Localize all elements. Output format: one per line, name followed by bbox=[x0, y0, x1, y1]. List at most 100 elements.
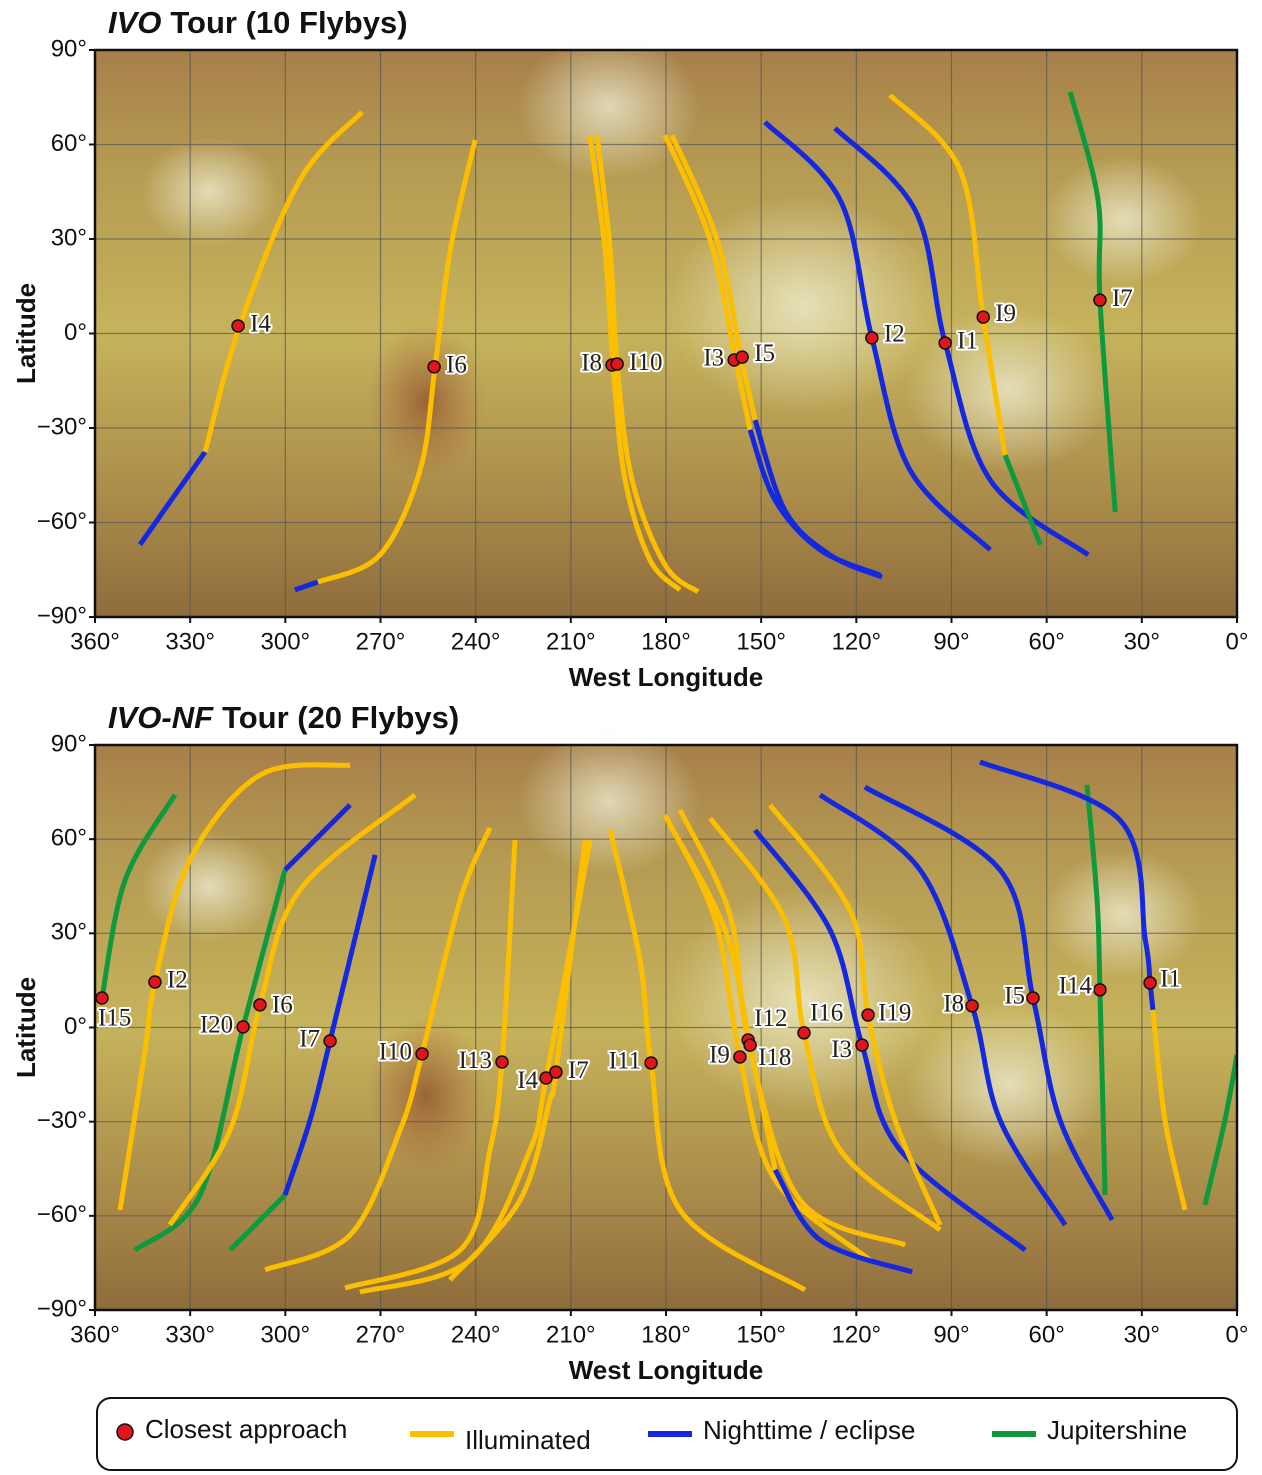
closest-approach bbox=[798, 1027, 810, 1039]
flyby-label: I4 bbox=[250, 311, 271, 338]
x-tick-label: 300° bbox=[261, 1321, 311, 1348]
y-axis-title: Latitude bbox=[11, 977, 41, 1078]
closest-approach bbox=[149, 976, 161, 988]
y-tick-label: 30° bbox=[51, 919, 87, 946]
x-tick-label: 270° bbox=[356, 628, 406, 655]
closest-approach bbox=[734, 1051, 746, 1063]
map-texture bbox=[518, 34, 701, 180]
x-tick-label: 90° bbox=[933, 628, 969, 655]
flyby-label: I13 bbox=[459, 1047, 492, 1074]
closest-approach bbox=[866, 332, 878, 344]
map-texture bbox=[518, 728, 701, 874]
x-tick-label: 360° bbox=[70, 1321, 120, 1348]
x-tick-label: 90° bbox=[933, 1321, 969, 1348]
closest-approach bbox=[966, 1000, 978, 1012]
y-tick-label: 90° bbox=[51, 35, 87, 62]
x-tick-label: 60° bbox=[1029, 1321, 1065, 1348]
flyby-label: I10 bbox=[629, 349, 662, 376]
x-tick-label: 30° bbox=[1124, 1321, 1160, 1348]
flyby-label: I10 bbox=[379, 1039, 412, 1066]
legend-label: Jupitershine bbox=[1047, 1415, 1187, 1445]
flyby-label: I3 bbox=[831, 1036, 852, 1063]
flyby-label: I8 bbox=[943, 991, 964, 1018]
closest-approach bbox=[254, 999, 266, 1011]
x-tick-label: 120° bbox=[832, 1321, 882, 1348]
closest-approach bbox=[232, 320, 244, 332]
title-italic: IVO bbox=[108, 5, 161, 40]
y-tick-label: 30° bbox=[51, 224, 87, 251]
closest-approach bbox=[1144, 977, 1156, 989]
x-tick-label: 0° bbox=[1226, 1321, 1249, 1348]
closest-approach bbox=[496, 1056, 508, 1068]
x-tick-label: 330° bbox=[165, 628, 215, 655]
y-tick-label: −60° bbox=[37, 1201, 87, 1228]
flyby-label: I6 bbox=[272, 992, 293, 1019]
flyby-label: I8 bbox=[581, 350, 602, 377]
x-axis-title: West Longitude bbox=[569, 662, 764, 692]
title-italic: IVO-NF bbox=[108, 700, 214, 735]
x-tick-label: 300° bbox=[261, 628, 311, 655]
flyby-label: I9 bbox=[709, 1042, 730, 1069]
map-texture bbox=[1043, 851, 1203, 979]
legend-label: Closest approach bbox=[145, 1414, 347, 1444]
x-tick-label: 150° bbox=[736, 628, 786, 655]
y-tick-label: −30° bbox=[37, 413, 87, 440]
map-texture bbox=[141, 831, 278, 941]
figure: 360° 330° 300° 270° 240° 210° 180° 150° 120° 90° 6… bbox=[0, 0, 1262, 1475]
legend-marker bbox=[117, 1424, 133, 1440]
map-texture bbox=[366, 322, 486, 482]
flyby-label: I7 bbox=[1112, 285, 1133, 312]
flyby-label: I16 bbox=[810, 1000, 843, 1027]
flyby-label: I18 bbox=[758, 1044, 791, 1071]
legend-label: Illuminated bbox=[465, 1425, 591, 1455]
closest-approach bbox=[1027, 992, 1039, 1004]
chart-title: IVO Tour (10 Flybys) bbox=[108, 5, 408, 40]
flyby-label: I1 bbox=[1160, 966, 1181, 993]
flyby-label: I5 bbox=[754, 340, 775, 367]
flyby-label: I9 bbox=[995, 300, 1016, 327]
x-tick-label: 240° bbox=[451, 628, 501, 655]
y-tick-label: 90° bbox=[51, 730, 87, 757]
map-texture bbox=[1043, 156, 1203, 284]
flyby-label: I7 bbox=[568, 1057, 589, 1084]
closest-approach bbox=[550, 1066, 562, 1078]
x-tick-label: 180° bbox=[641, 1321, 691, 1348]
x-tick-label: 360° bbox=[70, 628, 120, 655]
closest-approach bbox=[939, 337, 951, 349]
flyby-label: I1 bbox=[957, 328, 978, 355]
closest-approach bbox=[736, 351, 748, 363]
y-tick-label: 0° bbox=[64, 1013, 87, 1040]
closest-approach bbox=[428, 361, 440, 373]
flyby-label: I11 bbox=[609, 1048, 641, 1075]
closest-approach bbox=[645, 1057, 657, 1069]
closest-approach bbox=[977, 311, 989, 323]
x-tick-label: 150° bbox=[736, 1321, 786, 1348]
closest-approach bbox=[1094, 984, 1106, 996]
x-tick-label: 60° bbox=[1029, 628, 1065, 655]
flyby-label: I15 bbox=[98, 1005, 131, 1032]
y-tick-label: −30° bbox=[37, 1107, 87, 1134]
closest-approach bbox=[324, 1035, 336, 1047]
y-tick-label: 60° bbox=[51, 825, 87, 852]
map-texture bbox=[141, 137, 278, 247]
y-tick-label: −90° bbox=[37, 602, 87, 629]
y-tick-label: 60° bbox=[51, 130, 87, 157]
x-tick-label: 210° bbox=[546, 1321, 596, 1348]
y-tick-label: −90° bbox=[37, 1295, 87, 1322]
closest-approach bbox=[96, 992, 108, 1004]
x-tick-label: 240° bbox=[451, 1321, 501, 1348]
title-rest: Tour (10 Flybys) bbox=[170, 5, 407, 40]
x-tick-label: 0° bbox=[1226, 628, 1249, 655]
x-tick-label: 210° bbox=[546, 628, 596, 655]
flyby-label: I14 bbox=[1059, 973, 1093, 1000]
x-tick-label: 180° bbox=[641, 628, 691, 655]
flyby-label: I4 bbox=[517, 1067, 538, 1094]
flyby-label: I19 bbox=[878, 1000, 911, 1027]
closest-approach bbox=[744, 1039, 756, 1051]
legend-label: Nighttime / eclipse bbox=[703, 1415, 915, 1445]
flyby-label: I2 bbox=[884, 321, 905, 348]
closest-approach bbox=[856, 1039, 868, 1051]
x-tick-label: 30° bbox=[1124, 628, 1160, 655]
flyby-label: I6 bbox=[446, 352, 467, 379]
